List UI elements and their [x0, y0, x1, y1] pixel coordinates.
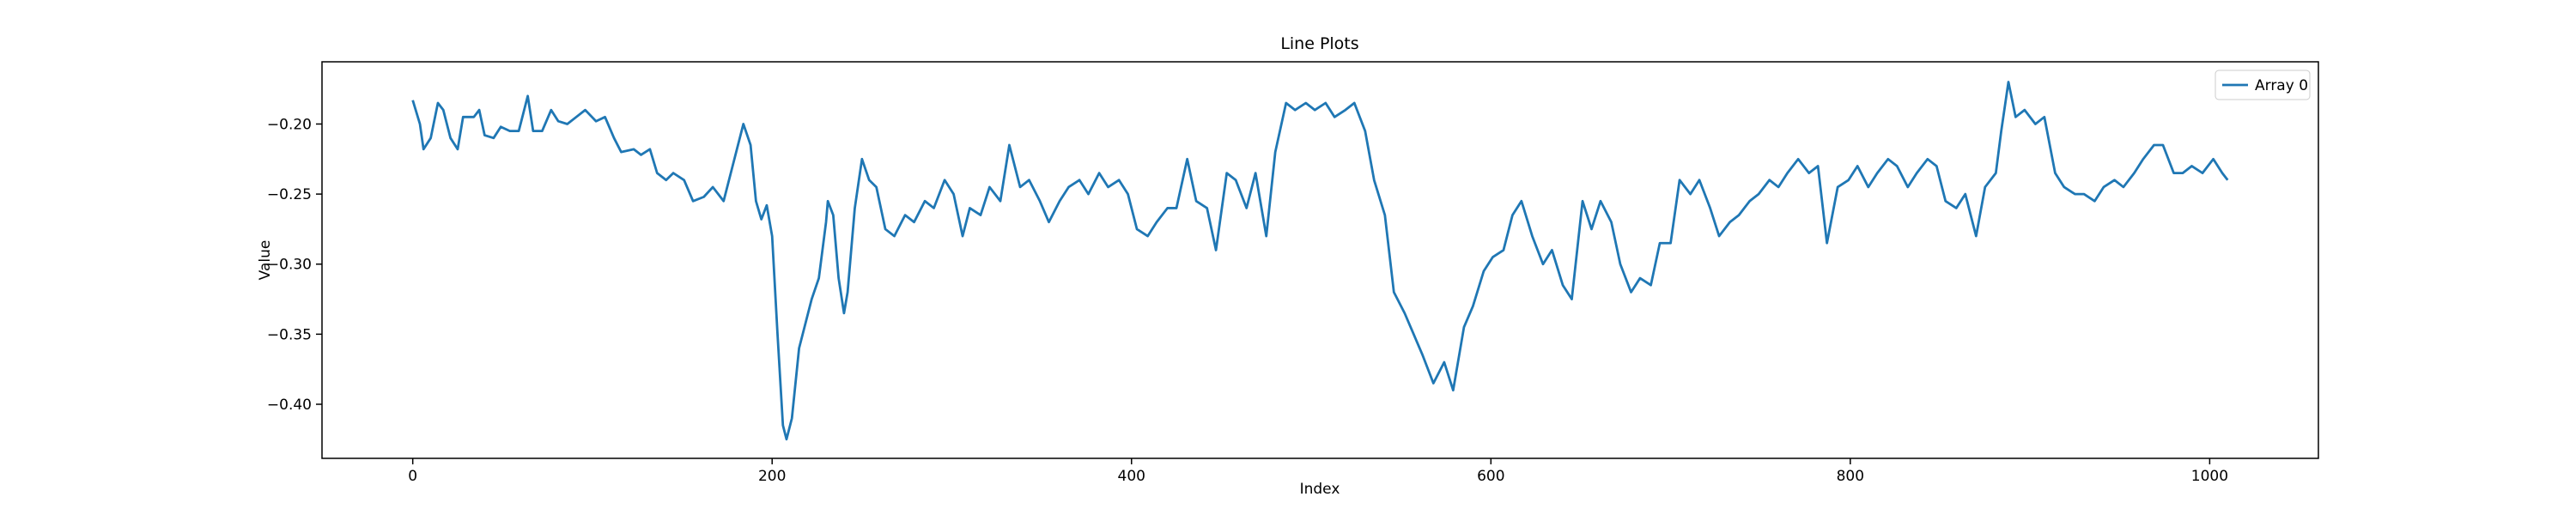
plot-frame: [321, 61, 2319, 459]
legend: Array 0: [2215, 70, 2311, 100]
data-line: [411, 81, 2229, 441]
y-tick-label: −0.35: [267, 326, 312, 343]
x-tick-label: 200: [758, 468, 786, 485]
chart-title: Line Plots: [1280, 34, 1358, 53]
x-tick-label: 0: [408, 468, 417, 485]
x-tick-label: 600: [1477, 468, 1504, 485]
legend-label: Array 0: [2255, 77, 2308, 94]
y-tick-label: −0.30: [267, 257, 312, 274]
y-axis-label: Value: [257, 240, 274, 281]
x-tick-label: 800: [1837, 468, 1864, 485]
y-tick-label: −0.20: [267, 116, 312, 133]
legend-box: [2215, 70, 2311, 100]
x-tick-label: 400: [1118, 468, 1145, 485]
y-tick-label: −0.25: [267, 186, 312, 203]
x-axis-label: Index: [1300, 481, 1340, 498]
y-tick-label: −0.40: [267, 397, 312, 414]
x-tick-label: 1000: [2191, 468, 2228, 485]
